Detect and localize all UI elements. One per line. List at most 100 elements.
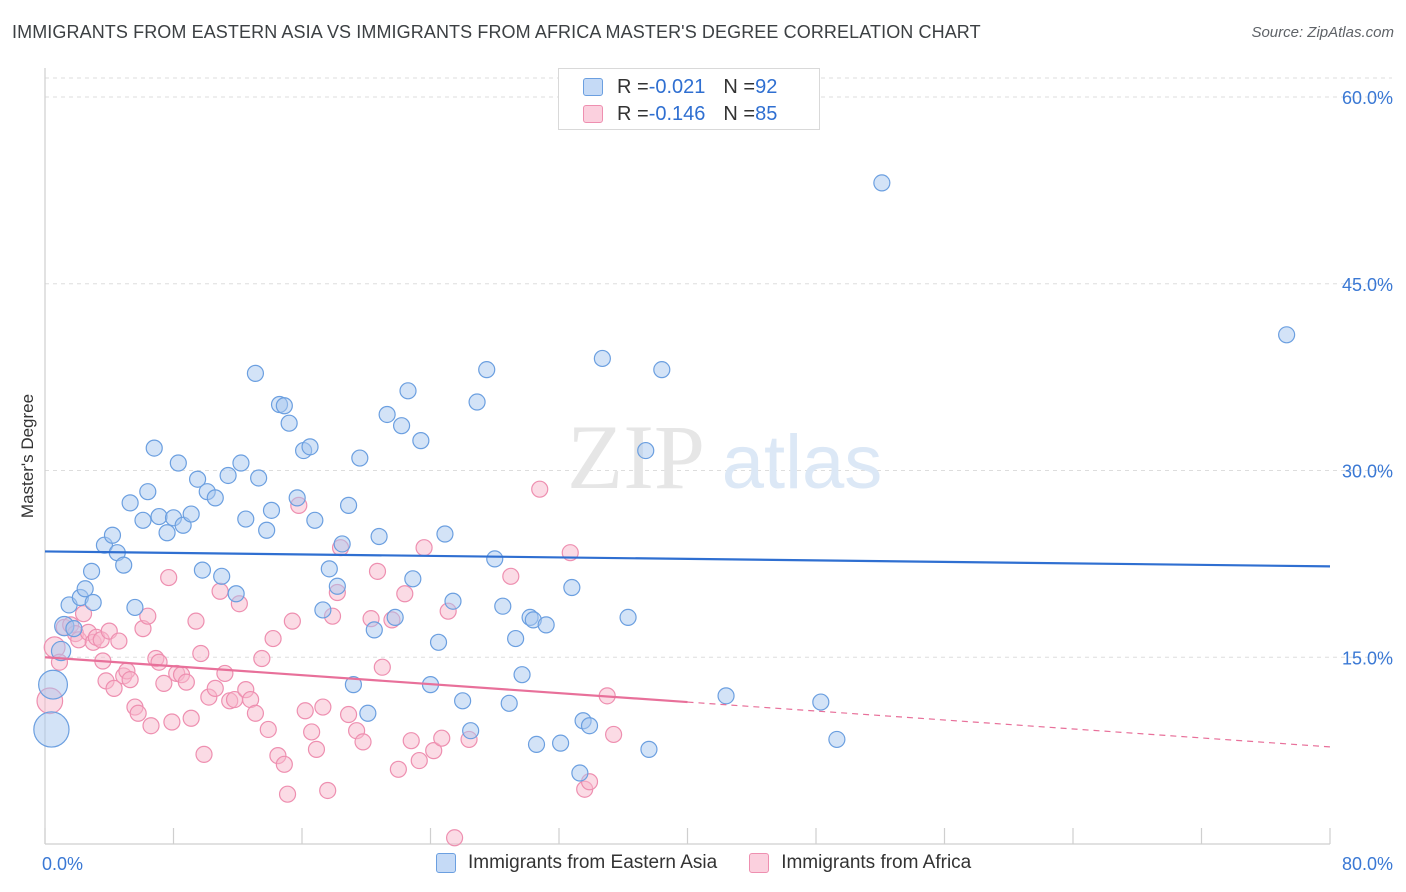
trend-line-eastern-asia xyxy=(44,550,1331,568)
legend-row-africa: R = -0.146 N = 85 xyxy=(583,101,777,127)
point-eastern-asia xyxy=(359,704,377,722)
point-africa xyxy=(182,709,200,727)
series-legend: Immigrants from Eastern Asia Immigrants … xyxy=(436,852,1003,874)
legend-n-value: 85 xyxy=(755,102,778,125)
point-eastern-asia xyxy=(193,561,212,579)
point-africa xyxy=(389,760,407,778)
point-eastern-asia xyxy=(563,578,581,597)
point-eastern-asia xyxy=(351,449,369,467)
point-eastern-asia xyxy=(328,577,346,595)
y-tick-label: 60.0% xyxy=(1342,88,1393,108)
point-eastern-asia xyxy=(306,511,324,529)
legend-r-value: -0.021 xyxy=(648,75,706,98)
point-eastern-asia xyxy=(637,441,655,460)
point-eastern-asia xyxy=(494,597,512,615)
point-africa xyxy=(264,629,282,648)
point-eastern-asia xyxy=(399,382,417,400)
point-eastern-asia xyxy=(404,570,422,588)
point-africa xyxy=(425,742,443,760)
point-eastern-asia xyxy=(828,730,846,749)
legend-r-label: R = xyxy=(617,75,649,98)
point-eastern-asia xyxy=(468,393,486,411)
point-africa xyxy=(314,698,332,716)
point-eastern-asia xyxy=(580,717,599,735)
point-eastern-asia xyxy=(38,669,69,700)
watermark-atlas: atlas xyxy=(722,420,883,505)
point-africa xyxy=(354,733,372,751)
chart-title: IMMIGRANTS FROM EASTERN ASIA VS IMMIGRAN… xyxy=(12,22,981,42)
point-eastern-asia xyxy=(339,496,358,514)
point-eastern-asia xyxy=(370,527,388,546)
point-eastern-asia xyxy=(50,640,72,662)
point-eastern-asia xyxy=(258,521,276,539)
point-eastern-asia xyxy=(82,562,101,580)
point-eastern-asia xyxy=(139,483,157,501)
point-eastern-asia xyxy=(250,469,268,487)
point-eastern-asia xyxy=(275,397,293,415)
point-africa xyxy=(155,674,173,692)
point-eastern-asia xyxy=(619,608,637,627)
point-eastern-asia xyxy=(126,598,144,617)
point-africa xyxy=(433,729,451,747)
point-eastern-asia xyxy=(717,687,735,705)
y-axis-label: Master's Degree xyxy=(18,393,37,519)
point-eastern-asia xyxy=(76,580,94,598)
legend-swatch-blue xyxy=(436,853,456,873)
point-eastern-asia xyxy=(182,505,200,523)
grid-lines xyxy=(45,77,1392,658)
point-africa xyxy=(445,829,464,847)
point-africa xyxy=(410,751,428,770)
point-eastern-asia xyxy=(527,735,546,754)
legend-swatch-pink xyxy=(583,105,603,123)
point-eastern-asia xyxy=(121,494,139,512)
legend-n-label: N = xyxy=(723,102,756,125)
legend-item-eastern-asia: Immigrants from Eastern Asia xyxy=(436,852,717,874)
point-africa xyxy=(192,644,210,663)
point-africa xyxy=(211,582,229,600)
point-eastern-asia xyxy=(462,722,480,740)
point-eastern-asia xyxy=(301,438,319,456)
x-tick-label-min: 0.0% xyxy=(42,854,83,874)
point-eastern-asia xyxy=(237,510,255,528)
legend-n-value: 92 xyxy=(755,75,778,98)
point-eastern-asia xyxy=(288,489,306,507)
y-tick-label: 15.0% xyxy=(1342,648,1393,668)
x-tick-label-max: 80.0% xyxy=(1342,854,1393,874)
point-africa xyxy=(177,673,195,691)
point-eastern-asia xyxy=(103,526,122,544)
point-africa xyxy=(142,717,160,735)
point-eastern-asia xyxy=(84,593,102,612)
point-eastern-asia xyxy=(280,414,298,432)
watermark: ZIP atlas xyxy=(567,406,882,508)
point-africa xyxy=(531,480,549,498)
point-africa xyxy=(307,740,326,758)
point-africa xyxy=(373,658,391,676)
trend-lines xyxy=(44,550,1331,748)
trend-line-africa xyxy=(44,656,688,704)
point-eastern-asia xyxy=(513,666,531,684)
point-eastern-asia xyxy=(344,676,362,694)
point-africa xyxy=(195,745,213,763)
point-eastern-asia xyxy=(246,364,265,382)
point-africa xyxy=(296,702,314,720)
point-eastern-asia xyxy=(365,621,383,639)
point-africa xyxy=(74,605,93,623)
y-tick-label: 30.0% xyxy=(1342,462,1393,482)
point-africa xyxy=(187,612,205,630)
point-eastern-asia xyxy=(378,405,396,424)
point-africa xyxy=(121,671,139,689)
point-africa xyxy=(368,562,387,580)
legend-swatch-blue xyxy=(583,78,603,96)
point-africa xyxy=(319,781,337,800)
point-eastern-asia xyxy=(444,592,462,610)
point-africa xyxy=(139,607,157,625)
point-africa xyxy=(278,785,297,803)
point-africa xyxy=(253,649,271,668)
y-tick-label: 45.0% xyxy=(1342,275,1393,295)
point-eastern-asia xyxy=(436,525,454,543)
point-eastern-asia xyxy=(227,585,245,603)
point-africa xyxy=(160,568,178,587)
legend-swatch-pink xyxy=(749,853,770,873)
point-africa xyxy=(259,720,277,739)
point-eastern-asia xyxy=(537,616,555,634)
